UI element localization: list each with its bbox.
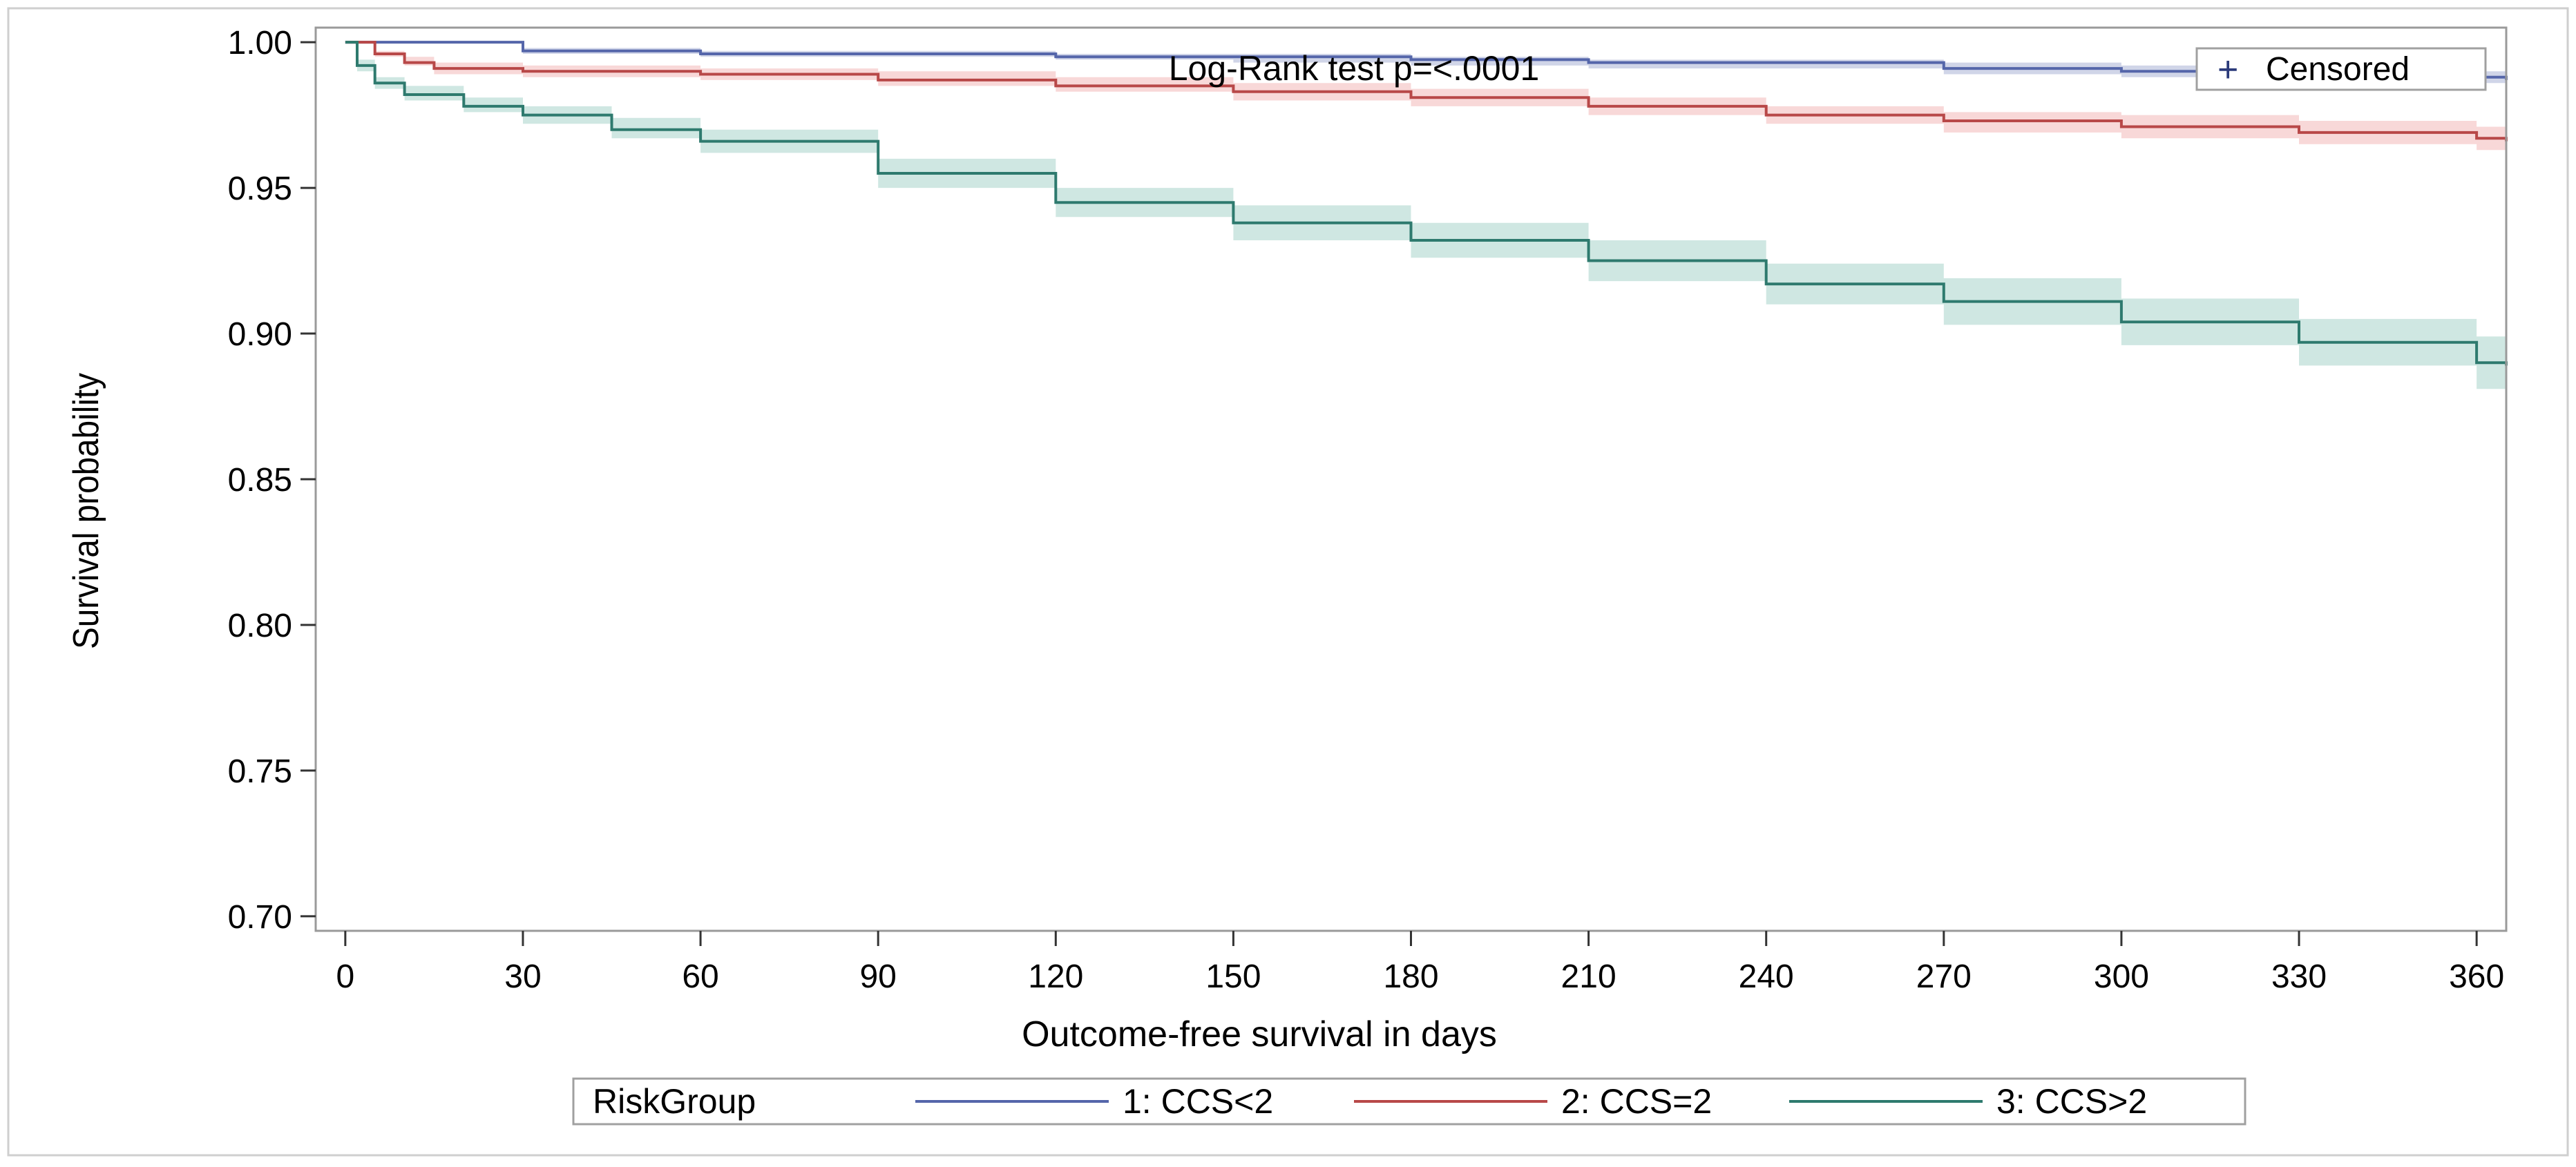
log-rank-annotation: Log-Rank test p=<.0001 bbox=[1169, 49, 1540, 88]
risk-group-legend: RiskGroup 1: CCS<2 2: CCS=2 3: CCS>2 bbox=[572, 1077, 2246, 1126]
censored-legend-box bbox=[2195, 47, 2487, 91]
y-tick-label: 0.70 bbox=[228, 899, 292, 936]
x-tick-label: 210 bbox=[1561, 958, 1616, 995]
x-axis-title: Outcome-free survival in days bbox=[1022, 1014, 1497, 1054]
legend-entries: 1: CCS<2 2: CCS=2 3: CCS>2 bbox=[915, 1082, 2147, 1121]
x-tick-label: 300 bbox=[2094, 958, 2149, 995]
y-tick-label: 0.90 bbox=[228, 316, 292, 353]
censored-symbol: + bbox=[2217, 50, 2238, 90]
y-axis-title: Survival probability bbox=[66, 373, 106, 649]
x-tick-label: 120 bbox=[1028, 958, 1083, 995]
censored-label: Censored bbox=[2266, 51, 2410, 88]
y-tick-label: 1.00 bbox=[228, 25, 292, 61]
censored-legend: + Censored bbox=[2195, 47, 2487, 91]
confidence-band-3 bbox=[345, 42, 2507, 392]
outer-frame bbox=[7, 7, 2569, 1157]
legend-label-1: 1: CCS<2 bbox=[1123, 1082, 1273, 1121]
survival-curve-2 bbox=[345, 41, 2508, 142]
legend-label-2: 2: CCS=2 bbox=[1561, 1082, 1712, 1121]
x-tick-label: 180 bbox=[1383, 958, 1438, 995]
plot-area bbox=[314, 26, 2508, 932]
x-tick-label: 360 bbox=[2449, 958, 2504, 995]
y-tick-label: 0.80 bbox=[228, 608, 292, 644]
x-tick-label: 0 bbox=[336, 958, 354, 995]
x-tick-label: 60 bbox=[682, 958, 718, 995]
x-tick-label: 240 bbox=[1739, 958, 1794, 995]
x-tick-label: 270 bbox=[1916, 958, 1972, 995]
legend-label-3: 3: CCS>2 bbox=[1996, 1082, 2147, 1121]
x-tick-label: 330 bbox=[2271, 958, 2327, 995]
legend-title: RiskGroup bbox=[593, 1082, 756, 1121]
survival-curve-3 bbox=[345, 41, 2508, 366]
y-tick-label: 0.85 bbox=[228, 462, 292, 499]
x-tick-label: 150 bbox=[1205, 958, 1261, 995]
y-tick-label: 0.75 bbox=[228, 753, 292, 790]
y-tick-label: 0.95 bbox=[228, 171, 292, 207]
confidence-bands bbox=[345, 42, 2507, 392]
x-tick-label: 90 bbox=[859, 958, 896, 995]
x-axis: 0 30 60 90 120 150 180 210 240 270 300 330 360 bbox=[336, 931, 2504, 995]
x-tick-label: 30 bbox=[504, 958, 541, 995]
y-axis: 0.70 0.75 0.80 0.85 0.90 0.95 1.00 bbox=[228, 25, 316, 936]
